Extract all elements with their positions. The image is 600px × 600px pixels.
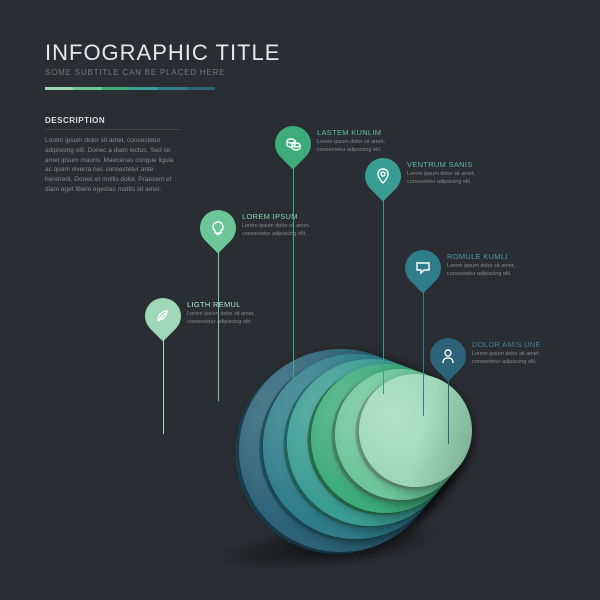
callout-body: Lorem ipsum dolor sit amet, consectetur … — [447, 263, 527, 278]
callout-body: Lorem ipsum dolor sit amet, consectetur … — [317, 139, 397, 154]
callout-body: Lorem ipsum dolor sit amet, consectetur … — [187, 311, 267, 326]
callout-body: Lorem ipsum dolor sit amet, consectetur … — [407, 171, 487, 186]
callout-stem — [383, 194, 384, 394]
callout-title: LIGTH REMUL — [187, 300, 267, 309]
callout-title: VENTRUM SANIS — [407, 160, 487, 169]
callout-title: LASTEM KUNLIM — [317, 128, 397, 137]
pin-icon — [358, 151, 409, 202]
callout-stem — [163, 334, 164, 434]
callout-text: LIGTH REMUL Lorem ipsum dolor sit amet, c… — [187, 300, 267, 326]
callout-stem — [293, 162, 294, 380]
bulb-icon — [193, 203, 244, 254]
person-icon — [423, 331, 474, 382]
callout-stem — [423, 286, 424, 416]
callout-body: Lorem ipsum dolor sit amet, consectetur … — [472, 351, 552, 366]
callout-title: ROMULE KUMLI — [447, 252, 527, 261]
callout-body: Lorem ipsum dolor sit amet, consectetur … — [242, 223, 322, 238]
coins-icon — [268, 119, 319, 170]
callout-text: LOREM IPSUM Lorem ipsum dolor sit amet, c… — [242, 212, 322, 238]
chat-icon — [398, 243, 449, 294]
callout-title: DOLOR AMIS UNE — [472, 340, 552, 349]
callout-stem — [218, 246, 219, 401]
leaf-icon — [138, 291, 189, 342]
callout-stem — [448, 374, 449, 444]
callout-text: LASTEM KUNLIM Lorem ipsum dolor sit amet,… — [317, 128, 397, 154]
stage: LIGTH REMUL Lorem ipsum dolor sit amet, c… — [0, 0, 600, 600]
callout-text: VENTRUM SANIS Lorem ipsum dolor sit amet,… — [407, 160, 487, 186]
callout-text: ROMULE KUMLI Lorem ipsum dolor sit amet, … — [447, 252, 527, 278]
callout-text: DOLOR AMIS UNE Lorem ipsum dolor sit amet… — [472, 340, 552, 366]
callout-title: LOREM IPSUM — [242, 212, 322, 221]
